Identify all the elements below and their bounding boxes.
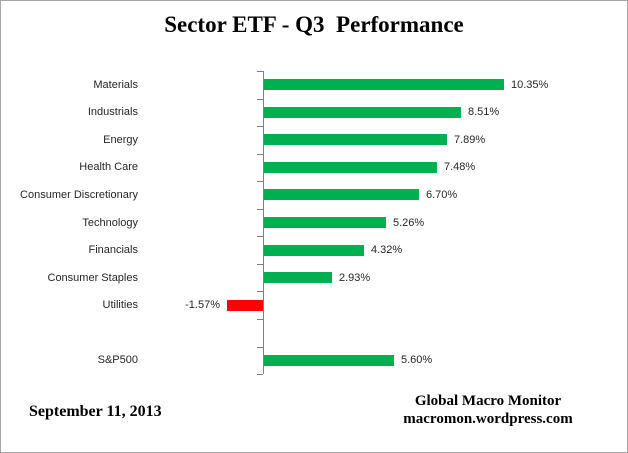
category-label: Industrials (87, 106, 138, 118)
category-label: S&P500 (97, 354, 138, 366)
positive-bar (264, 245, 364, 256)
y-axis-line (263, 71, 264, 374)
axis-tick (257, 236, 263, 237)
axis-tick (257, 209, 263, 210)
value-label: 8.51% (468, 106, 500, 118)
value-label: 4.32% (371, 244, 403, 256)
axis-tick (257, 264, 263, 265)
value-label: 5.26% (393, 217, 425, 229)
category-label: Consumer Discretionary (20, 189, 138, 201)
axis-tick (257, 291, 263, 292)
axis-tick (257, 347, 263, 348)
category-label: Utilities (102, 299, 138, 311)
axis-tick (257, 126, 263, 127)
value-label: 2.93% (339, 272, 371, 284)
axis-tick (257, 374, 263, 375)
footer-source: Global Macro Monitor macromon.wordpress.… (347, 392, 627, 428)
negative-bar (227, 300, 263, 311)
value-label: 10.35% (511, 79, 549, 91)
value-label: 7.89% (454, 134, 486, 146)
category-label: Health Care (79, 161, 138, 173)
category-label: Technology (82, 217, 138, 229)
axis-tick (257, 181, 263, 182)
positive-bar (264, 134, 447, 145)
axis-tick (257, 71, 263, 72)
value-label: 7.48% (444, 161, 476, 173)
source-url: macromon.wordpress.com (403, 411, 573, 427)
positive-bar (264, 107, 461, 118)
axis-tick (257, 99, 263, 100)
axis-tick (257, 154, 263, 155)
category-label: Consumer Staples (47, 272, 139, 284)
footer-date: September 11, 2013 (29, 403, 162, 420)
positive-bar (264, 355, 394, 366)
category-label: Energy (103, 134, 138, 146)
positive-bar (264, 162, 437, 173)
source-name: Global Macro Monitor (414, 393, 562, 409)
chart-title: Sector ETF - Q3 Performance (164, 12, 464, 37)
positive-bar (264, 189, 419, 200)
positive-bar (264, 272, 332, 283)
value-label: 5.60% (401, 354, 433, 366)
positive-bar (264, 79, 504, 90)
category-label: Materials (93, 79, 138, 91)
positive-bar (264, 217, 386, 228)
value-label: -1.57% (185, 299, 220, 311)
value-label: 6.70% (426, 189, 458, 201)
category-label: Financials (88, 244, 138, 256)
axis-tick (257, 319, 263, 320)
